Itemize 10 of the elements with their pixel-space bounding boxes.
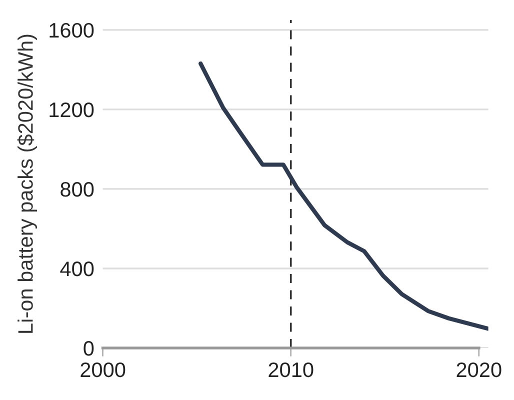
x-tick-label: 2020 bbox=[456, 362, 502, 378]
x-tick-label: 2010 bbox=[268, 362, 314, 378]
y-tick-label: 800 bbox=[60, 182, 94, 197]
y-tick-label: 1200 bbox=[50, 102, 94, 118]
y-tick-label: 0 bbox=[84, 341, 94, 356]
y-tick-label: 400 bbox=[60, 261, 94, 276]
x-tick-label: 2000 bbox=[80, 362, 126, 378]
line-series bbox=[198, 61, 488, 331]
y-tick-label: 1600 bbox=[50, 22, 94, 38]
y-axis-title: Li-on battery packs ($2020/kWh) bbox=[17, 34, 38, 333]
